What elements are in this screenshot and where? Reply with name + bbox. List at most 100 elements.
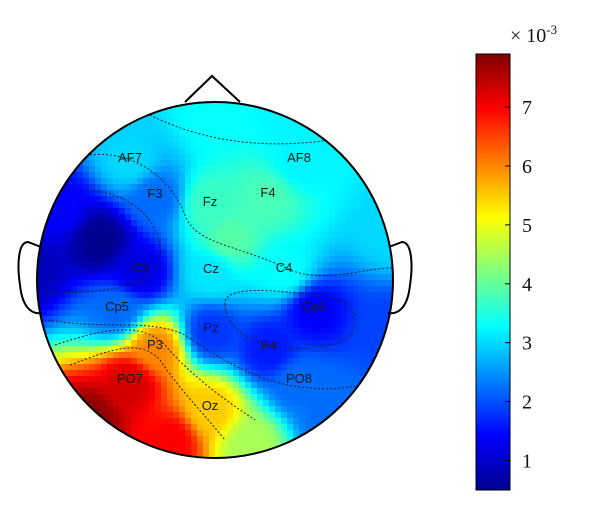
field-cell — [149, 274, 156, 281]
field-cell — [191, 304, 198, 311]
field-cell — [305, 382, 312, 389]
field-cell — [221, 394, 228, 401]
field-cell — [251, 406, 258, 413]
field-cell — [269, 220, 276, 227]
field-cell — [161, 406, 168, 413]
field-cell — [239, 388, 246, 395]
field-cell — [191, 382, 198, 389]
field-cell — [311, 298, 318, 305]
field-cell — [383, 340, 390, 347]
field-cell — [341, 232, 348, 239]
field-cell — [131, 388, 138, 395]
field-cell — [299, 148, 306, 155]
field-cell — [47, 328, 54, 335]
field-cell — [185, 232, 192, 239]
field-cell — [299, 130, 306, 137]
field-cell — [149, 148, 156, 155]
field-cell — [227, 376, 234, 383]
field-cell — [239, 364, 246, 371]
field-cell — [275, 400, 282, 407]
field-cell — [113, 256, 120, 263]
field-cell — [281, 286, 288, 293]
field-cell — [209, 184, 216, 191]
field-cell — [347, 178, 354, 185]
electrode-label-af8: AF8 — [287, 150, 311, 165]
field-cell — [77, 190, 84, 197]
field-cell — [281, 334, 288, 341]
field-cell — [215, 340, 222, 347]
field-cell — [281, 244, 288, 251]
field-cell — [173, 406, 180, 413]
field-cell — [167, 412, 174, 419]
field-cell — [233, 286, 240, 293]
field-cell — [113, 280, 120, 287]
field-cell — [101, 334, 108, 341]
field-cell — [245, 118, 252, 125]
field-cell — [179, 298, 186, 305]
field-cell — [155, 130, 162, 137]
field-cell — [125, 214, 132, 221]
field-cell — [275, 208, 282, 215]
field-cell — [119, 148, 126, 155]
field-cell — [251, 226, 258, 233]
field-cell — [125, 172, 132, 179]
field-cell — [239, 214, 246, 221]
field-cell — [359, 202, 366, 209]
field-cell — [113, 184, 120, 191]
field-cell — [209, 130, 216, 137]
field-cell — [227, 310, 234, 317]
field-cell — [113, 388, 120, 395]
field-cell — [335, 394, 342, 401]
field-cell — [293, 340, 300, 347]
field-cell — [137, 304, 144, 311]
field-cell — [371, 256, 378, 263]
field-cell — [329, 388, 336, 395]
field-cell — [119, 340, 126, 347]
field-cell — [335, 232, 342, 239]
field-cell — [191, 196, 198, 203]
field-cell — [149, 400, 156, 407]
field-cell — [335, 280, 342, 287]
field-cell — [377, 226, 384, 233]
field-cell — [89, 352, 96, 359]
field-cell — [317, 244, 324, 251]
field-cell — [359, 220, 366, 227]
field-cell — [257, 370, 264, 377]
field-cell — [323, 388, 330, 395]
field-cell — [191, 316, 198, 323]
field-cell — [47, 232, 54, 239]
field-cell — [287, 394, 294, 401]
field-cell — [101, 298, 108, 305]
field-cell — [329, 400, 336, 407]
field-cell — [173, 346, 180, 353]
field-cell — [245, 160, 252, 167]
field-cell — [233, 256, 240, 263]
field-cell — [131, 208, 138, 215]
field-cell — [185, 250, 192, 257]
field-cell — [305, 394, 312, 401]
field-cell — [185, 364, 192, 371]
field-cell — [353, 382, 360, 389]
field-cell — [287, 322, 294, 329]
field-cell — [227, 430, 234, 437]
field-cell — [77, 382, 84, 389]
field-cell — [59, 202, 66, 209]
field-cell — [167, 406, 174, 413]
field-cell — [125, 424, 132, 431]
field-cell — [179, 244, 186, 251]
field-cell — [197, 382, 204, 389]
field-cell — [53, 262, 60, 269]
field-cell — [155, 112, 162, 119]
field-cell — [215, 292, 222, 299]
field-cell — [65, 304, 72, 311]
field-cell — [359, 262, 366, 269]
field-cell — [383, 274, 390, 281]
field-cell — [149, 190, 156, 197]
field-cell — [101, 322, 108, 329]
field-cell — [239, 256, 246, 263]
field-cell — [269, 226, 276, 233]
field-cell — [107, 256, 114, 263]
field-cell — [353, 160, 360, 167]
field-cell — [161, 316, 168, 323]
field-cell — [89, 160, 96, 167]
